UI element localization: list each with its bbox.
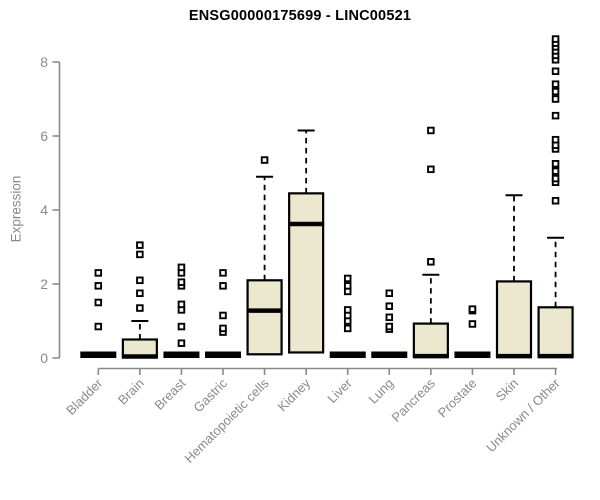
collapsed-box: [371, 351, 408, 358]
outlier-point: [427, 126, 435, 135]
iqr-box: [288, 192, 325, 354]
chart-title: ENSG00000175699 - LINC00521: [188, 8, 412, 24]
outlier-point: [219, 282, 227, 290]
outlier-point: [94, 298, 103, 307]
x-tick-label: Gastric: [190, 375, 230, 415]
outlier-point: [551, 87, 560, 96]
collapsed-box: [80, 351, 117, 358]
outlier-point: [427, 165, 435, 174]
y-tick-label: 6: [40, 128, 48, 144]
outlier-point: [385, 302, 394, 310]
outlier-point: [343, 306, 352, 314]
outlier-point: [94, 322, 103, 331]
outlier-point: [551, 111, 560, 120]
iqr-box: [495, 280, 533, 358]
outlier-point: [177, 263, 186, 272]
y-tick-label: 8: [40, 54, 48, 70]
outlier-point: [260, 156, 269, 164]
collapsed-box: [205, 351, 242, 358]
x-tick-label: Unknown / Other: [483, 375, 563, 455]
outlier-point: [551, 35, 560, 43]
x-tick-label: Liver: [324, 375, 355, 406]
y-tick-label: 2: [40, 276, 48, 292]
outlier-point: [136, 241, 144, 249]
outlier-point: [551, 159, 560, 168]
outlier-point: [385, 322, 394, 331]
outlier-point: [551, 135, 560, 144]
outlier-point: [177, 339, 186, 347]
outlier-point: [551, 67, 560, 75]
collapsed-box: [163, 351, 200, 358]
y-tick-label: 4: [40, 202, 48, 218]
outlier-point: [385, 289, 394, 298]
outlier-point: [551, 196, 560, 205]
outlier-point: [219, 269, 227, 277]
iqr-box: [246, 279, 283, 356]
outlier-point: [551, 167, 560, 175]
outlier-point: [136, 289, 144, 298]
outlier-point: [551, 80, 560, 88]
outlier-point: [343, 282, 352, 290]
iqr-box: [412, 322, 449, 358]
outlier-point: [385, 313, 394, 322]
iqr-box: [537, 306, 574, 358]
outlier-point: [468, 305, 477, 313]
outlier-point: [343, 324, 352, 333]
y-tick-label: 0: [40, 350, 48, 366]
outlier-point: [136, 304, 144, 312]
outlier-point: [468, 320, 477, 328]
outlier-point: [177, 278, 186, 286]
x-tick-label: Kidney: [275, 375, 314, 414]
outlier-point: [427, 258, 435, 266]
x-tick-label: Lung: [365, 376, 396, 407]
x-tick-label: Pancreas: [389, 375, 439, 425]
x-tick-label: Prostate: [435, 376, 480, 421]
outlier-point: [94, 269, 103, 277]
outlier-point: [94, 282, 103, 290]
outlier-point: [177, 322, 186, 331]
outlier-point: [219, 324, 227, 333]
outlier-point: [136, 250, 144, 259]
outlier-point: [551, 174, 560, 183]
collapsed-box: [329, 351, 366, 358]
outlier-point: [177, 300, 186, 309]
outlier-point: [343, 274, 352, 283]
outlier-point: [219, 311, 227, 320]
x-tick-label: Bladder: [63, 375, 106, 418]
x-tick-label: Brain: [115, 376, 147, 408]
collapsed-box: [454, 351, 491, 358]
x-tick-label: Breast: [151, 375, 188, 412]
x-tick-label: Skin: [493, 376, 521, 404]
outlier-point: [136, 276, 144, 285]
outlier-point: [551, 95, 560, 103]
iqr-box: [121, 338, 158, 358]
